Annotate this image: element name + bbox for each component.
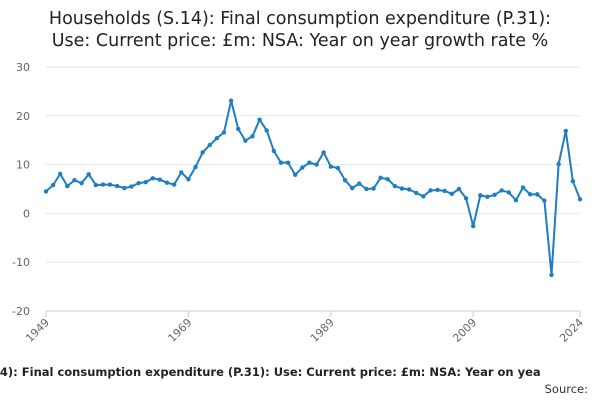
data-point-2011[interactable] [485, 194, 490, 200]
data-point-1961[interactable] [129, 184, 134, 189]
y-tick-label: -10 [12, 256, 30, 269]
data-point-2016[interactable] [520, 185, 526, 190]
data-point-1970[interactable] [193, 164, 198, 170]
series-legend-label: (S.14): Final consumption expenditure (P… [0, 365, 541, 379]
data-point-1973[interactable] [214, 136, 220, 141]
data-point-1982[interactable] [278, 160, 284, 165]
data-point-2015[interactable] [513, 198, 519, 203]
data-point-1950[interactable] [50, 182, 56, 188]
data-point-1985[interactable] [300, 165, 305, 170]
data-point-1976[interactable] [236, 126, 241, 132]
data-point-1979[interactable] [257, 117, 262, 122]
data-point-2001[interactable] [414, 190, 419, 196]
data-point-1995[interactable] [371, 186, 376, 191]
data-points [43, 98, 583, 278]
chart-title-line-2: Use: Current price: £m: NSA: Year on yea… [51, 31, 549, 51]
x-tick-label: 1969 [166, 316, 195, 345]
data-point-1989[interactable] [328, 164, 333, 169]
data-point-1962[interactable] [136, 180, 141, 186]
data-point-2012[interactable] [492, 192, 497, 198]
data-point-2013[interactable] [499, 188, 504, 193]
x-tick-label: 1989 [308, 316, 337, 345]
data-point-1965[interactable] [157, 177, 163, 182]
data-point-1975[interactable] [228, 98, 234, 103]
gridlines [46, 66, 580, 312]
data-point-1993[interactable] [357, 181, 362, 186]
data-point-2022[interactable] [563, 128, 568, 134]
data-point-1957[interactable] [100, 182, 106, 187]
data-point-1977[interactable] [243, 138, 248, 143]
data-point-2019[interactable] [542, 198, 547, 203]
data-point-1949[interactable] [43, 189, 49, 194]
y-tick-label: 10 [16, 159, 30, 172]
data-point-1955[interactable] [86, 172, 91, 177]
data-point-1951[interactable] [58, 171, 63, 177]
series-layer [45, 99, 581, 276]
data-point-1972[interactable] [207, 142, 212, 148]
data-point-1978[interactable] [250, 134, 255, 139]
y-axis: -20 -10 0 10 20 30 [12, 61, 30, 318]
data-point-1986[interactable] [307, 160, 312, 165]
data-point-2018[interactable] [535, 192, 540, 197]
data-point-2023[interactable] [570, 178, 576, 184]
x-axis: 1949 1969 1989 2009 2024 [23, 311, 586, 345]
source-label: Source: [544, 382, 588, 396]
y-tick-label: 20 [16, 110, 30, 123]
data-point-1959[interactable] [115, 183, 120, 189]
data-point-1994[interactable] [364, 186, 369, 192]
data-point-2014[interactable] [506, 190, 511, 195]
data-point-1990[interactable] [335, 165, 341, 171]
data-point-2002[interactable] [421, 194, 426, 199]
data-point-2004[interactable] [435, 187, 440, 193]
data-point-1980[interactable] [264, 128, 269, 133]
data-point-1991[interactable] [342, 178, 348, 183]
data-point-1998[interactable] [392, 183, 398, 189]
data-point-1988[interactable] [321, 150, 326, 155]
data-point-2007[interactable] [456, 186, 462, 192]
chart-title: Households (S.14): Final consumption exp… [0, 8, 600, 52]
data-point-1958[interactable] [107, 182, 113, 187]
x-tick-label: 2024 [557, 316, 586, 345]
data-point-2005[interactable] [442, 188, 447, 194]
data-point-1984[interactable] [293, 172, 298, 178]
data-point-1952[interactable] [65, 183, 70, 189]
data-point-2008[interactable] [463, 196, 469, 201]
data-point-1960[interactable] [122, 185, 127, 191]
x-tick-label: 1949 [23, 316, 52, 345]
series-line-0 [45, 99, 581, 276]
data-point-1966[interactable] [164, 180, 170, 185]
data-point-1953[interactable] [72, 178, 77, 183]
data-point-1997[interactable] [385, 177, 390, 182]
data-point-2020[interactable] [549, 272, 554, 278]
data-point-2006[interactable] [449, 191, 455, 197]
data-point-1983[interactable] [285, 160, 291, 165]
data-point-1964[interactable] [150, 176, 155, 181]
data-point-2021[interactable] [556, 161, 561, 167]
data-point-1974[interactable] [221, 130, 227, 135]
x-tick-label: 2009 [450, 316, 479, 345]
y-tick-label: 30 [16, 61, 30, 74]
data-point-1971[interactable] [200, 150, 205, 155]
data-point-1999[interactable] [399, 186, 405, 191]
data-point-1968[interactable] [179, 170, 184, 175]
data-point-2024[interactable] [577, 197, 583, 202]
data-point-1954[interactable] [79, 180, 84, 186]
chart-title-line-1: Households (S.14): Final consumption exp… [48, 9, 552, 29]
data-point-1992[interactable] [349, 185, 355, 191]
y-tick-label: -20 [12, 305, 30, 318]
data-point-1967[interactable] [171, 182, 177, 187]
data-point-1956[interactable] [93, 182, 99, 188]
data-point-1969[interactable] [186, 177, 191, 182]
data-point-1981[interactable] [271, 148, 277, 154]
data-point-2003[interactable] [428, 188, 433, 193]
data-point-2000[interactable] [406, 187, 412, 192]
data-point-1987[interactable] [314, 162, 319, 167]
y-tick-label: 0 [23, 207, 30, 220]
data-point-2017[interactable] [527, 192, 533, 197]
data-point-2010[interactable] [478, 193, 483, 198]
data-point-1963[interactable] [143, 179, 148, 185]
data-point-2009[interactable] [471, 223, 476, 229]
data-point-1996[interactable] [378, 175, 383, 180]
